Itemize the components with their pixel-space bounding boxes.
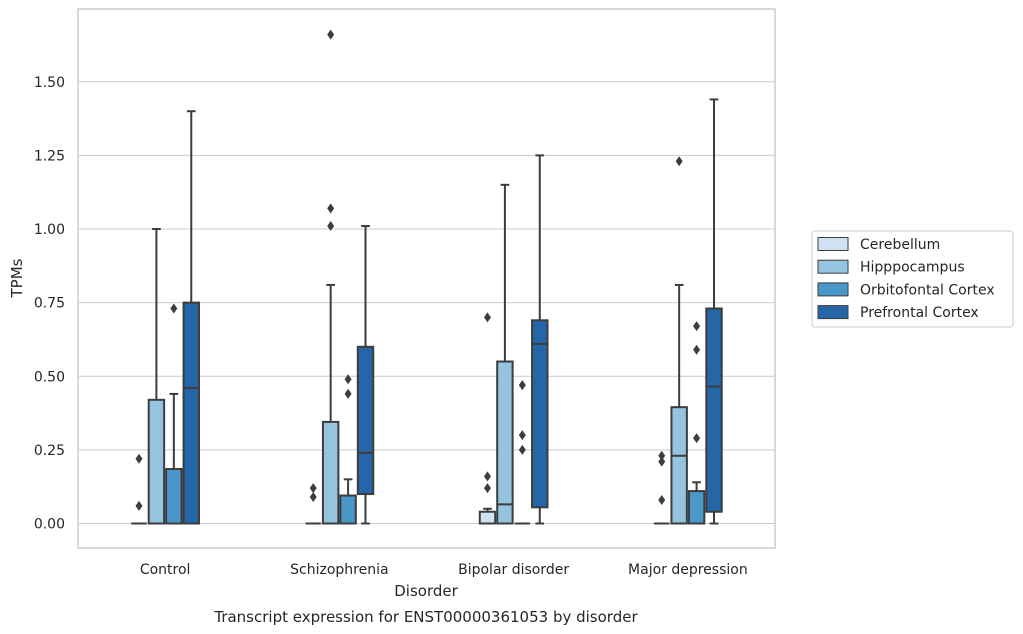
legend-swatch — [817, 305, 849, 320]
box-cerebellum — [305, 483, 321, 525]
box-orbitofontal-cortex — [339, 374, 357, 525]
box-hipppocampus — [321, 29, 340, 525]
box-body — [496, 360, 514, 525]
x-tick-label: Major depression — [628, 562, 748, 578]
box-hipppocampus — [670, 156, 688, 525]
y-tick-label: 1.50 — [34, 75, 65, 91]
x-tick-label: Schizophrenia — [290, 562, 388, 578]
box-plots — [131, 29, 723, 525]
outlier-point — [170, 303, 178, 314]
outlier-point — [327, 221, 335, 232]
legend-label: Cerebellum — [860, 237, 940, 253]
outlier-point — [344, 374, 352, 385]
outlier-point — [658, 494, 666, 505]
outlier-point — [518, 430, 526, 441]
legend-swatch — [817, 282, 849, 297]
outlier-point — [693, 344, 701, 355]
box-body — [147, 398, 166, 525]
x-axis-label: Disorder — [394, 582, 458, 600]
outlier-point — [518, 444, 526, 455]
box-cerebellum — [131, 453, 147, 525]
box-orbitofontal-cortex — [165, 303, 183, 525]
outlier-point — [135, 500, 143, 511]
outlier-point — [693, 321, 701, 332]
y-axis-label: TPMs — [8, 258, 26, 298]
box-orbitofontal-cortex — [514, 380, 531, 525]
legend-box — [811, 230, 1014, 328]
outlier-point — [483, 471, 491, 482]
box-orbitofontal-cortex — [687, 321, 706, 525]
outlier-point — [135, 453, 143, 464]
outlier-point — [327, 203, 335, 214]
box-body — [705, 307, 723, 513]
x-tick-label: Bipolar disorder — [458, 562, 569, 578]
box-prefrontal-cortex — [531, 154, 549, 525]
legend: Cerebellum Hipppocampus Orbitofontal Corte… — [811, 230, 1014, 328]
box-cerebellum — [478, 312, 497, 525]
outlier-point — [483, 312, 491, 323]
box-body — [670, 406, 688, 525]
outlier-point — [693, 433, 701, 444]
legend-label: Prefrontal Cortex — [860, 305, 979, 321]
box-cerebellum — [654, 450, 670, 525]
x-tick-label: Control — [140, 562, 191, 578]
outlier-point — [327, 29, 335, 40]
y-tick-label: 0.75 — [34, 296, 65, 312]
outlier-point — [483, 483, 491, 494]
box-body — [182, 301, 200, 525]
y-tick-label: 0.50 — [34, 369, 65, 385]
box-hipppocampus — [496, 183, 514, 525]
box-body — [339, 494, 357, 525]
legend-swatch — [817, 237, 849, 251]
outlier-point — [309, 491, 317, 502]
box-body — [478, 510, 497, 525]
box-body — [321, 420, 340, 525]
outlier-point — [658, 450, 666, 461]
box-body — [165, 468, 183, 525]
box-body — [531, 319, 549, 509]
box-body — [356, 345, 375, 496]
legend-swatch — [817, 259, 849, 274]
box-prefrontal-cortex — [182, 110, 200, 525]
box-prefrontal-cortex — [705, 98, 723, 525]
legend-label: Hipppocampus — [860, 260, 965, 276]
y-tick-label: 0.25 — [34, 443, 65, 459]
y-tick-label: 0.00 — [34, 517, 65, 533]
outlier-point — [675, 156, 683, 167]
outlier-point — [309, 483, 317, 494]
y-tick-label: 1.00 — [34, 222, 65, 238]
plot-border — [77, 8, 776, 549]
outlier-point — [658, 456, 666, 467]
tick-labels: 0.00 0.25 0.50 0.75 1.00 1.25 1.50 Control Schiz… — [34, 75, 748, 578]
box-prefrontal-cortex — [356, 225, 375, 525]
box-hipppocampus — [147, 228, 166, 525]
outlier-point — [344, 388, 352, 399]
box-body — [687, 490, 706, 525]
axes-frame — [77, 8, 776, 549]
chart-title: Transcript expression for ENST0000036105… — [213, 608, 638, 626]
legend-label: Orbitofontal Cortex — [860, 282, 995, 298]
outlier-point — [518, 380, 526, 391]
y-tick-label: 1.25 — [34, 148, 65, 164]
